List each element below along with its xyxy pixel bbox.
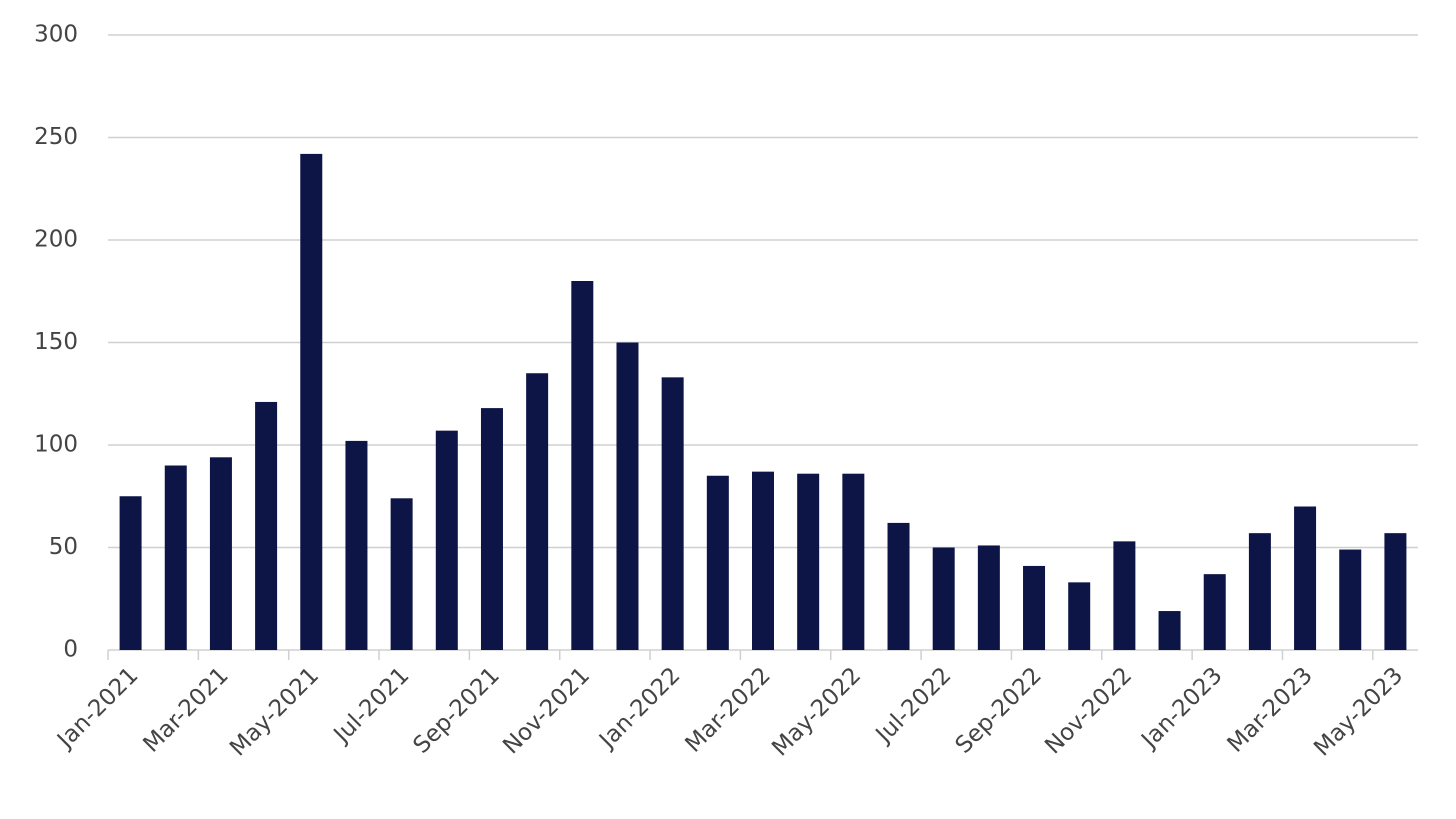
bar [1248, 533, 1271, 650]
y-tick-label: 200 [34, 227, 78, 253]
bar [255, 401, 278, 650]
x-tick-label: Sep-2021 [409, 662, 505, 758]
bar [1294, 506, 1317, 650]
x-tick-label: May-2022 [767, 662, 866, 761]
bar [480, 408, 503, 650]
x-tick-label: May-2021 [225, 662, 324, 761]
bar [1339, 549, 1362, 650]
x-tick-label: Nov-2021 [498, 662, 595, 759]
bar [1158, 611, 1181, 650]
bar [526, 373, 549, 650]
bar [119, 496, 142, 650]
bar [661, 377, 684, 650]
bar [1384, 533, 1407, 650]
bar [932, 547, 955, 650]
bar [164, 465, 187, 650]
bar [209, 457, 232, 650]
bar [1068, 582, 1091, 650]
x-tick-label: Mar-2022 [681, 662, 776, 757]
x-tick-label: May-2023 [1309, 662, 1408, 761]
x-tick-label: Jan-2022 [593, 662, 685, 754]
bar [571, 281, 594, 650]
y-tick-label: 150 [34, 329, 78, 355]
y-tick-label: 100 [34, 432, 78, 458]
x-tick-label: Sep-2022 [951, 662, 1047, 758]
y-tick-label: 250 [34, 124, 78, 150]
x-tick-label: Jan-2021 [51, 662, 143, 754]
bar [435, 430, 458, 650]
bar [616, 342, 639, 650]
bar [300, 153, 323, 650]
y-tick-label: 0 [63, 637, 78, 663]
bar [842, 473, 865, 650]
bar [977, 545, 1000, 650]
bar [752, 471, 774, 650]
x-tick-label: Jul-2021 [328, 662, 415, 749]
x-tick-label: Mar-2021 [138, 662, 233, 757]
bar [345, 440, 368, 650]
x-tick-label: Jan-2023 [1135, 662, 1227, 754]
bar [390, 498, 413, 650]
bar [797, 473, 820, 650]
x-tick-label: Mar-2023 [1223, 662, 1318, 757]
bar [1113, 541, 1136, 650]
x-tick-label: Nov-2022 [1040, 662, 1137, 759]
y-tick-label: 300 [34, 22, 78, 48]
bar [1023, 565, 1046, 650]
bar [887, 522, 910, 650]
y-tick-label: 50 [49, 534, 78, 560]
bar [706, 475, 729, 650]
bar [1203, 574, 1226, 650]
x-tick-label: Jul-2022 [870, 662, 957, 749]
